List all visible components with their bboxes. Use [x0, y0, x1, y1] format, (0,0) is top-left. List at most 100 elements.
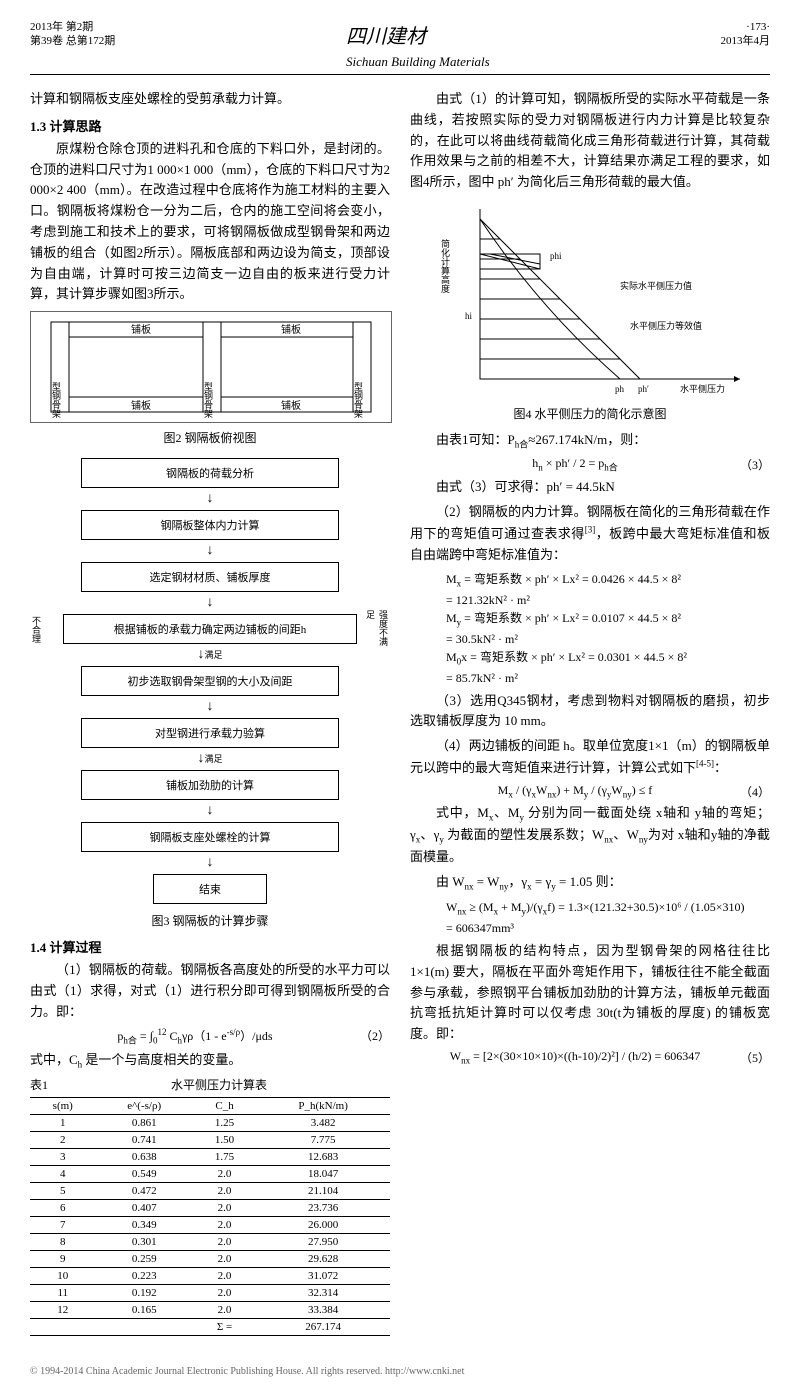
table-cell: 3.482 — [256, 1114, 390, 1131]
m0x-result: = 85.7kN² · m² — [446, 669, 770, 687]
para: 式中，Mx、My 分别为同一截面处绕 x轴和 y轴的弯矩；γx、γy 为截面的塑… — [410, 803, 770, 868]
arrow-icon: ↓满足 — [197, 648, 222, 662]
table-cell: 0.549 — [96, 1165, 193, 1182]
side-label: 不合理 — [30, 616, 43, 643]
table-cell: 32.314 — [256, 1284, 390, 1301]
journal-en: Sichuan Building Materials — [346, 54, 490, 69]
table-cell: 7.775 — [256, 1131, 390, 1148]
header-date: 2013年4月 — [721, 34, 771, 48]
table-row: 60.4072.023.736 — [30, 1199, 390, 1216]
arrow-icon: ↓满足 — [197, 752, 222, 766]
para: 原煤粉仓除仓顶的进料孔和仓底的下料口外，是封闭的。仓顶的进料口尺寸为1 000×… — [30, 139, 390, 305]
table-cell — [30, 1318, 96, 1335]
table-row: 120.1652.033.384 — [30, 1301, 390, 1318]
arrow-icon: ↓ — [207, 700, 214, 714]
flow-box: 钢隔板支座处螺栓的计算 — [81, 822, 339, 852]
mx-result: = 121.32kN² · m² — [446, 591, 770, 609]
my-result: = 30.5kN² · m² — [446, 630, 770, 648]
table-cell: Σ = — [193, 1318, 256, 1335]
table-title: 水平侧压力计算表 — [48, 1076, 390, 1093]
label: 铺板 — [131, 323, 151, 336]
table-cell: 10 — [30, 1267, 96, 1284]
table-label: 表1 — [30, 1076, 48, 1093]
table-cell: 2.0 — [193, 1233, 256, 1250]
table-cell: 33.384 — [256, 1301, 390, 1318]
table-row: 50.4722.021.104 — [30, 1182, 390, 1199]
table-cell: 11 — [30, 1284, 96, 1301]
eq-number: （2） — [360, 1027, 390, 1044]
table-cell: 29.628 — [256, 1250, 390, 1267]
equation-4: Mx / (γxWnx) + My / (γyWny) ≤ f （4） — [410, 783, 770, 799]
arrow-icon: ↓ — [207, 544, 214, 558]
table-cell: 2.0 — [193, 1250, 256, 1267]
svg-text:水平侧压力等效值: 水平侧压力等效值 — [630, 320, 702, 331]
flow-box: 根据铺板的承载力确定两边铺板的间距h — [63, 614, 357, 644]
table-cell: 0.301 — [96, 1233, 193, 1250]
fig4-caption: 图4 水平侧压力的简化示意图 — [410, 405, 770, 422]
svg-text:ph: ph — [615, 384, 625, 394]
table-header: P_h(kN/m) — [256, 1097, 390, 1114]
section-title: 1.4 计算过程 — [30, 937, 390, 956]
svg-text:phi: phi — [550, 251, 562, 261]
equation-5: Wnx = [2×(30×10×10)×((h-10)/2)²] / (h/2)… — [410, 1049, 770, 1065]
para: 由式（3）可求得：ph′ = 44.5kN — [410, 477, 770, 498]
svg-text:铺板: 铺板 — [281, 323, 301, 336]
table-cell: 0.223 — [96, 1267, 193, 1284]
table-header: C_h — [193, 1097, 256, 1114]
table-cell: 0.192 — [96, 1284, 193, 1301]
table-cell: 2.0 — [193, 1284, 256, 1301]
header-left: 2013年 第2期 第39卷 总第172期 — [30, 20, 115, 72]
table-title-row: 表1 水平侧压力计算表 — [30, 1076, 390, 1093]
flow-box: 钢隔板整体内力计算 — [81, 510, 339, 540]
flow-box: 结束 — [153, 874, 267, 904]
flow-box: 钢隔板的荷载分析 — [81, 458, 339, 488]
volume: 第39卷 总第172期 — [30, 34, 115, 48]
table-cell: 0.472 — [96, 1182, 193, 1199]
arrow-icon: ↓ — [207, 492, 214, 506]
para: 根据钢隔板的结构特点，因为型钢骨架的网格往往比 1×1(m) 要大，隔板在平面外… — [410, 941, 770, 1045]
flow-box: 选定钢材材质、铺板厚度 — [81, 562, 339, 592]
figure-3-flowchart: 钢隔板的荷载分析 ↓ 钢隔板整体内力计算 ↓ 选定钢材材质、铺板厚度 ↓ 不合理… — [30, 454, 390, 908]
svg-text:hi: hi — [465, 311, 473, 321]
para: （1）钢隔板的荷载。钢隔板各高度处的所受的水平力可以由式（1）求得，对式（1）进… — [30, 960, 390, 1022]
figure-2-diagram: 铺板 铺板 铺板 铺板 型钢骨架 型钢骨架 型钢骨架 — [30, 311, 392, 423]
right-column: 由式（1）的计算可知，钢隔板所受的实际水平荷载是一条曲线，若按照实际的受力对钢隔… — [410, 85, 770, 1336]
figure-4-diagram: 简化计算高度 phi 实际水平侧压力值 水平侧压力等效值 hi ph ph′ 水… — [410, 199, 770, 399]
arrow-icon: ↓ — [207, 596, 214, 610]
para: 由 Wnx = Wny，γx = γy = 1.05 则： — [410, 872, 770, 894]
wnx-result: = 606347mm³ — [446, 919, 770, 937]
table-row: 30.6381.7512.683 — [30, 1148, 390, 1165]
journal-cn: 四川建材 — [346, 26, 426, 48]
table-header: s(m) — [30, 1097, 96, 1114]
table-cell: 267.174 — [256, 1318, 390, 1335]
table-cell: 1.75 — [193, 1148, 256, 1165]
table-1: s(m)e^(-s/ρ)C_hP_h(kN/m) 10.8611.253.482… — [30, 1097, 390, 1336]
table-cell: 23.736 — [256, 1199, 390, 1216]
table-row: 40.5492.018.047 — [30, 1165, 390, 1182]
equation-2: ph合 = ∫012 Chγρ（1 - e-s/ρ）/μds （2） — [30, 1027, 390, 1046]
table-cell: 2.0 — [193, 1182, 256, 1199]
arrow-icon: ↓ — [207, 856, 214, 870]
table-cell: 2.0 — [193, 1199, 256, 1216]
header-center: 四川建材 Sichuan Building Materials — [346, 20, 490, 72]
table-cell: 12.683 — [256, 1148, 390, 1165]
table-cell: 12 — [30, 1301, 96, 1318]
section-title: 1.3 计算思路 — [30, 116, 390, 135]
table-row: 10.8611.253.482 — [30, 1114, 390, 1131]
svg-text:实际水平侧压力值: 实际水平侧压力值 — [620, 280, 692, 291]
table-cell: 1.25 — [193, 1114, 256, 1131]
table-cell: 3 — [30, 1148, 96, 1165]
table-row: 20.7411.507.775 — [30, 1131, 390, 1148]
flow-box: 铺板加劲肋的计算 — [81, 770, 339, 800]
equation-3: hn × ph′ / 2 = ph合 （3） — [410, 456, 770, 473]
year-issue: 2013年 第2期 — [30, 20, 115, 34]
m0x-calc: M0x = 弯矩系数 × ph′ × Lx² = 0.0301 × 44.5 ×… — [446, 648, 770, 669]
left-column: 计算和钢隔板支座处螺栓的受剪承载力计算。 1.3 计算思路 原煤粉仓除仓顶的进料… — [30, 85, 390, 1336]
para: （4）两边铺板的间距 h。取单位宽度1×1（m）的钢隔板单元以跨中的最大弯矩值来… — [410, 736, 770, 779]
table-cell — [96, 1318, 193, 1335]
arrow-icon: ↓ — [207, 804, 214, 818]
table-row: 90.2592.029.628 — [30, 1250, 390, 1267]
svg-text:简化计算高度: 简化计算高度 — [440, 238, 450, 294]
fig2-caption: 图2 钢隔板俯视图 — [30, 429, 390, 446]
table-cell: 0.638 — [96, 1148, 193, 1165]
